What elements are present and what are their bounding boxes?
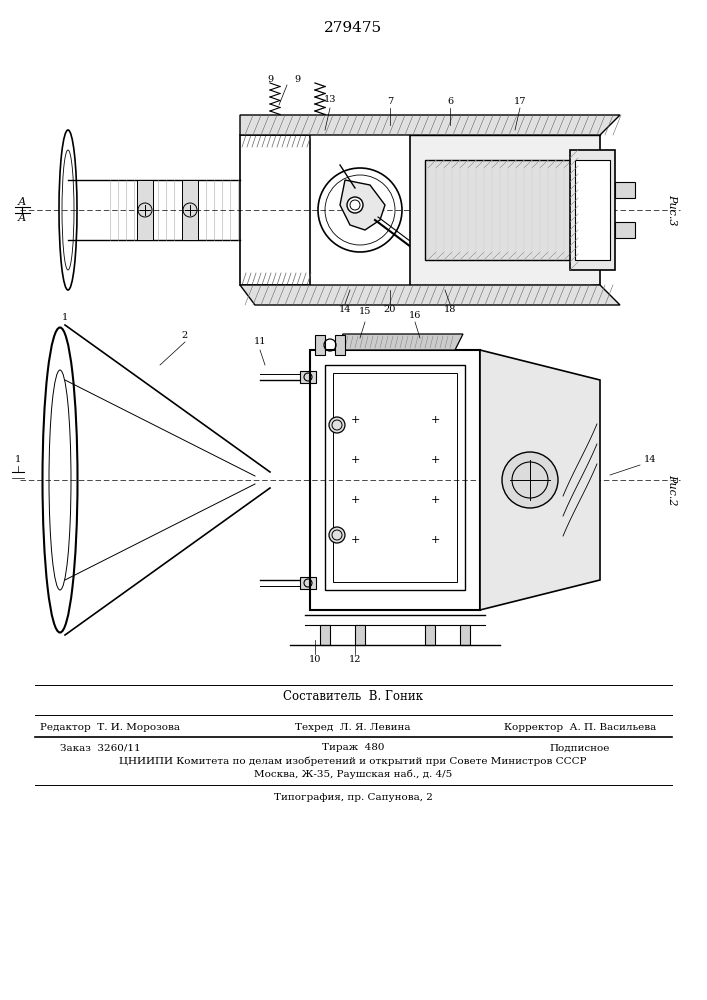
Text: 13: 13 [324,96,337,104]
Text: 7: 7 [387,98,393,106]
Bar [137,180,153,240]
Text: +: + [350,415,360,425]
Text: 9: 9 [267,76,273,85]
Text: 20: 20 [384,306,396,314]
Polygon shape [335,334,463,350]
Text: +: + [350,455,360,465]
Text: +: + [431,455,440,465]
Text: 2: 2 [182,330,188,340]
Circle shape [268,288,282,302]
Polygon shape [340,180,385,230]
Text: +: + [350,535,360,545]
Bar [615,182,635,198]
Text: Техред  Л. Я. Левина: Техред Л. Я. Левина [296,722,411,732]
Text: Составитель  В. Гоник: Составитель В. Гоник [283,690,423,704]
Bar [310,350,480,610]
Text: Заказ  3260/11: Заказ 3260/11 [59,744,140,752]
Text: А: А [18,197,26,207]
Circle shape [347,197,363,213]
Text: 14: 14 [339,306,351,314]
Text: Рис.3: Рис.3 [667,194,677,226]
Bar [410,285,600,300]
Bar [315,335,325,355]
Text: Тираж  480: Тираж 480 [322,744,384,752]
Text: А: А [18,213,26,223]
Bar [570,150,615,270]
Bar [300,371,316,383]
Text: 9: 9 [294,76,300,85]
Bar [410,120,600,135]
Circle shape [502,452,558,508]
Text: Подписное: Подписное [550,744,610,752]
Bar [425,160,580,260]
Text: Типография, пр. Сапунова, 2: Типография, пр. Сапунова, 2 [274,794,433,802]
Text: +: + [431,535,440,545]
Text: 6: 6 [447,98,453,106]
Text: 18: 18 [444,306,456,314]
Text: +: + [350,495,360,505]
Text: +: + [431,415,440,425]
Bar [320,625,330,645]
Text: ЦНИИПИ Комитета по делам изобретений и открытий при Совете Министров СССР: ЦНИИПИ Комитета по делам изобретений и о… [119,756,587,766]
Polygon shape [410,120,600,300]
Text: Москва, Ж-35, Раушская наб., д. 4/5: Москва, Ж-35, Раушская наб., д. 4/5 [254,769,452,779]
Text: 15: 15 [359,308,371,316]
Text: 17: 17 [514,98,526,106]
Bar [425,625,435,645]
Text: Корректор  А. П. Васильева: Корректор А. П. Васильева [504,722,656,732]
Text: 12: 12 [349,656,361,664]
Bar [335,335,345,355]
Text: 14: 14 [644,456,656,464]
Circle shape [268,118,282,132]
Bar [182,180,198,240]
Text: +: + [431,495,440,505]
Bar [240,135,310,285]
Bar [575,160,610,260]
Bar [300,577,316,589]
Circle shape [329,527,345,543]
Circle shape [329,417,345,433]
Polygon shape [240,285,620,305]
Text: Рис.2: Рис.2 [667,474,677,506]
Polygon shape [480,350,600,610]
Bar [615,222,635,238]
Text: 1: 1 [15,456,21,464]
Bar [325,365,465,590]
Text: Редактор  Т. И. Морозова: Редактор Т. И. Морозова [40,722,180,732]
Bar [460,625,470,645]
Text: 279475: 279475 [324,21,382,35]
Text: 1: 1 [62,314,68,322]
Text: 11: 11 [254,338,267,347]
Text: 16: 16 [409,310,421,320]
Bar [333,373,457,582]
Polygon shape [240,115,620,135]
Text: 10: 10 [309,656,321,664]
Bar [355,625,365,645]
